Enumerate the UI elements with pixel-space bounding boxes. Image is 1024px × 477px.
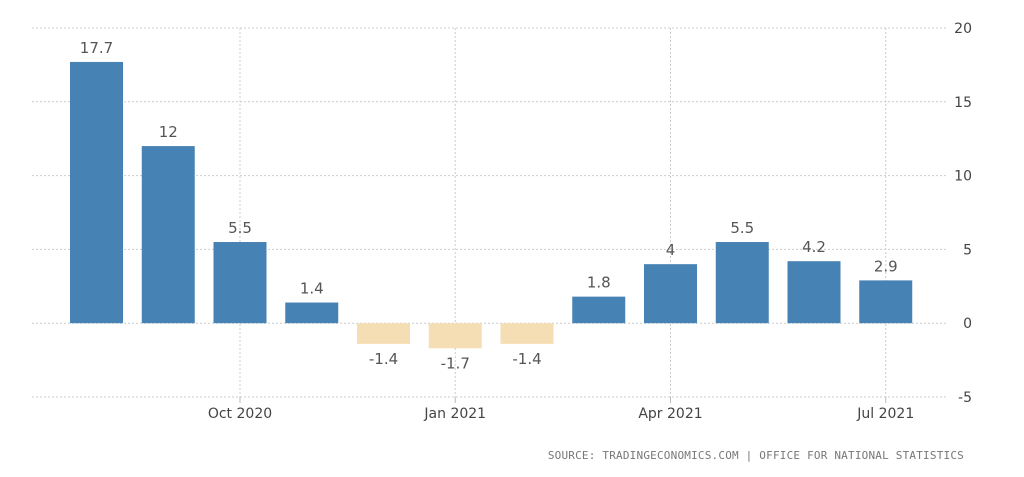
x-tick-label: Oct 2020	[208, 406, 272, 422]
bar-value-label: -1.7	[441, 354, 470, 372]
y-tick-label: 15	[954, 95, 972, 111]
bar-value-label: 4	[666, 241, 676, 259]
bar-value-label: 1.4	[300, 280, 324, 298]
bar	[428, 323, 482, 349]
y-tick-label: 0	[963, 316, 972, 332]
bar	[859, 280, 913, 324]
y-tick-label: 20	[954, 21, 972, 37]
x-tick-label: Apr 2021	[638, 406, 702, 422]
bar-value-label: 5.5	[228, 219, 252, 237]
bar-value-label: -1.4	[512, 350, 541, 368]
source-note: SOURCE: TRADINGECONOMICS.COM | OFFICE FO…	[547, 449, 964, 462]
x-tick-label: Jan 2021	[423, 406, 486, 422]
bar	[285, 302, 339, 324]
x-tick-label: Jul 2021	[856, 406, 914, 422]
bar	[141, 146, 195, 324]
bar	[500, 323, 554, 344]
bar	[213, 242, 267, 324]
y-tick-label: -5	[958, 390, 972, 406]
bar	[357, 323, 410, 344]
bar-value-label: 12	[159, 123, 178, 141]
bar	[644, 264, 697, 324]
bar-value-label: 2.9	[874, 257, 898, 275]
bar-value-label: 4.2	[802, 238, 826, 256]
bar	[70, 61, 123, 324]
bar	[572, 296, 626, 324]
bar-value-label: 5.5	[730, 219, 754, 237]
bar-value-label: 17.7	[80, 39, 113, 57]
bar-value-label: -1.4	[369, 350, 398, 368]
bar	[787, 261, 841, 324]
y-tick-label: 10	[954, 169, 972, 185]
bar-value-label: 1.8	[587, 274, 611, 292]
y-tick-label: 5	[963, 242, 972, 258]
bar	[715, 242, 769, 324]
